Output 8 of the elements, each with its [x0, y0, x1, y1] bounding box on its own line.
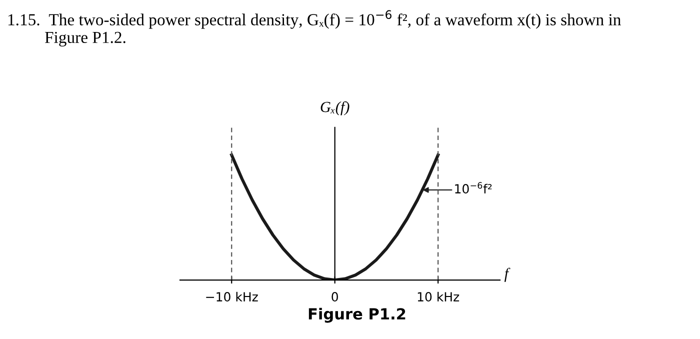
y-axis-title: Gₓ(f): [320, 101, 350, 116]
chart-title: 1.15. The two-sided power spectral density, Gₓ(f) = 10$^{−6}$ f², of a waveform x(t) is shown in Figure P1.2.: [8, 10, 621, 46]
x-tick-label: −10 kHz: [206, 292, 258, 302]
caption: Figure P1.2: [308, 308, 406, 323]
x-tick-label: 10 kHz: [418, 292, 460, 302]
x-axis-title: f: [504, 268, 510, 282]
x-tick-label: 0: [332, 292, 338, 302]
annotation: 10$^{−6}$f²: [455, 182, 492, 194]
